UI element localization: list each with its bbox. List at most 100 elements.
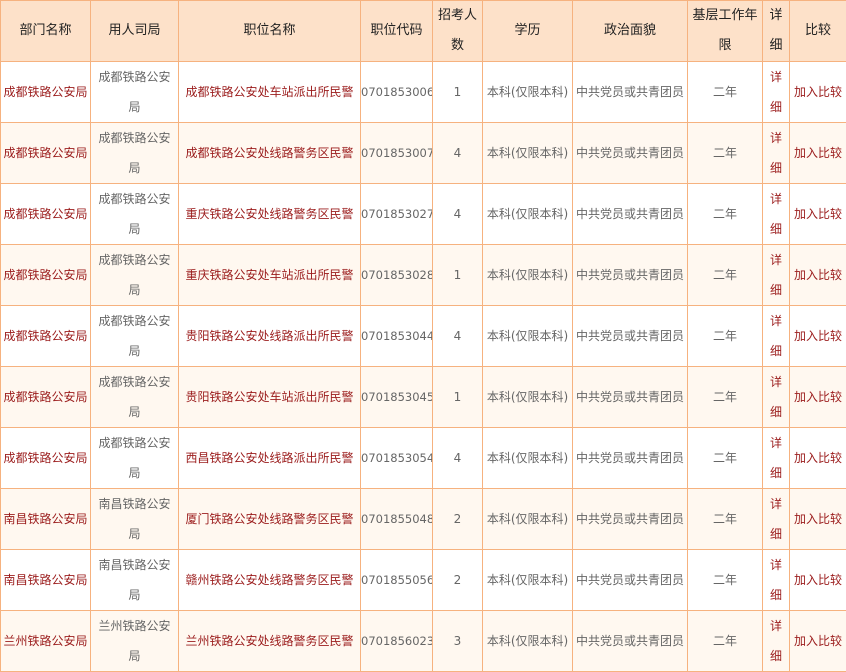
count-cell: 2	[433, 489, 483, 550]
years-cell: 二年	[688, 428, 763, 489]
education-cell: 本科(仅限本科)	[483, 489, 573, 550]
bureau-cell: 兰州铁路公安局	[91, 611, 179, 672]
count-cell: 1	[433, 245, 483, 306]
dept-cell[interactable]: 成都铁路公安局	[1, 123, 91, 184]
bureau-cell: 成都铁路公安局	[91, 428, 179, 489]
bureau-cell: 成都铁路公安局	[91, 62, 179, 123]
detail-link[interactable]: 详细	[770, 375, 782, 419]
political-cell: 中共党员或共青团员	[573, 184, 688, 245]
detail-link-cell: 详细	[763, 62, 790, 123]
detail-link-cell: 详细	[763, 245, 790, 306]
column-header: 部门名称	[1, 1, 91, 62]
political-cell: 中共党员或共青团员	[573, 611, 688, 672]
detail-link-cell: 详细	[763, 367, 790, 428]
code-cell: 0701853027	[361, 184, 433, 245]
code-cell: 0701856023	[361, 611, 433, 672]
detail-link-cell: 详细	[763, 184, 790, 245]
dept-cell[interactable]: 成都铁路公安局	[1, 62, 91, 123]
years-cell: 二年	[688, 62, 763, 123]
dept-cell[interactable]: 南昌铁路公安局	[1, 489, 91, 550]
dept-cell[interactable]: 南昌铁路公安局	[1, 550, 91, 611]
add-compare-link-cell: 加入比较	[790, 245, 846, 306]
years-cell: 二年	[688, 550, 763, 611]
detail-link[interactable]: 详细	[770, 314, 782, 358]
bureau-cell: 成都铁路公安局	[91, 306, 179, 367]
code-cell: 0701853006	[361, 62, 433, 123]
add-compare-link-cell: 加入比较	[790, 611, 846, 672]
add-compare-link[interactable]: 加入比较	[794, 146, 842, 160]
detail-link[interactable]: 详细	[770, 131, 782, 175]
years-cell: 二年	[688, 184, 763, 245]
detail-link[interactable]: 详细	[770, 192, 782, 236]
dept-cell[interactable]: 成都铁路公安局	[1, 428, 91, 489]
dept-cell[interactable]: 成都铁路公安局	[1, 367, 91, 428]
add-compare-link[interactable]: 加入比较	[794, 85, 842, 99]
add-compare-link[interactable]: 加入比较	[794, 634, 842, 648]
education-cell: 本科(仅限本科)	[483, 184, 573, 245]
detail-link-cell: 详细	[763, 611, 790, 672]
position-cell[interactable]: 西昌铁路公安处线路派出所民警	[179, 428, 361, 489]
add-compare-link-cell: 加入比较	[790, 428, 846, 489]
political-cell: 中共党员或共青团员	[573, 306, 688, 367]
add-compare-link-cell: 加入比较	[790, 123, 846, 184]
count-cell: 4	[433, 123, 483, 184]
count-cell: 1	[433, 367, 483, 428]
position-cell[interactable]: 成都铁路公安处车站派出所民警	[179, 62, 361, 123]
bureau-cell: 成都铁路公安局	[91, 184, 179, 245]
dept-cell[interactable]: 成都铁路公安局	[1, 306, 91, 367]
add-compare-link[interactable]: 加入比较	[794, 329, 842, 343]
position-cell[interactable]: 重庆铁路公安处车站派出所民警	[179, 245, 361, 306]
education-cell: 本科(仅限本科)	[483, 367, 573, 428]
add-compare-link[interactable]: 加入比较	[794, 451, 842, 465]
education-cell: 本科(仅限本科)	[483, 123, 573, 184]
detail-link[interactable]: 详细	[770, 70, 782, 114]
detail-link[interactable]: 详细	[770, 619, 782, 663]
dept-cell[interactable]: 成都铁路公安局	[1, 184, 91, 245]
add-compare-link[interactable]: 加入比较	[794, 268, 842, 282]
column-header: 职位名称	[179, 1, 361, 62]
position-cell[interactable]: 成都铁路公安处线路警务区民警	[179, 123, 361, 184]
position-cell[interactable]: 贵阳铁路公安处车站派出所民警	[179, 367, 361, 428]
detail-link[interactable]: 详细	[770, 497, 782, 541]
years-cell: 二年	[688, 367, 763, 428]
detail-link-cell: 详细	[763, 123, 790, 184]
position-cell[interactable]: 厦门铁路公安处线路警务区民警	[179, 489, 361, 550]
bureau-cell: 成都铁路公安局	[91, 123, 179, 184]
position-cell[interactable]: 贵阳铁路公安处线路派出所民警	[179, 306, 361, 367]
add-compare-link[interactable]: 加入比较	[794, 512, 842, 526]
detail-link[interactable]: 详细	[770, 558, 782, 602]
political-cell: 中共党员或共青团员	[573, 428, 688, 489]
add-compare-link-cell: 加入比较	[790, 367, 846, 428]
dept-cell[interactable]: 兰州铁路公安局	[1, 611, 91, 672]
years-cell: 二年	[688, 123, 763, 184]
add-compare-link-cell: 加入比较	[790, 184, 846, 245]
detail-link[interactable]: 详细	[770, 436, 782, 480]
position-cell[interactable]: 重庆铁路公安处线路警务区民警	[179, 184, 361, 245]
count-cell: 3	[433, 611, 483, 672]
position-cell[interactable]: 赣州铁路公安处线路警务区民警	[179, 550, 361, 611]
education-cell: 本科(仅限本科)	[483, 62, 573, 123]
detail-link-cell: 详细	[763, 489, 790, 550]
column-header: 详细	[763, 1, 790, 62]
add-compare-link[interactable]: 加入比较	[794, 573, 842, 587]
count-cell: 4	[433, 428, 483, 489]
political-cell: 中共党员或共青团员	[573, 62, 688, 123]
political-cell: 中共党员或共青团员	[573, 550, 688, 611]
years-cell: 二年	[688, 489, 763, 550]
detail-link-cell: 详细	[763, 550, 790, 611]
political-cell: 中共党员或共青团员	[573, 245, 688, 306]
column-header: 政治面貌	[573, 1, 688, 62]
education-cell: 本科(仅限本科)	[483, 245, 573, 306]
position-cell[interactable]: 兰州铁路公安处线路警务区民警	[179, 611, 361, 672]
add-compare-link[interactable]: 加入比较	[794, 207, 842, 221]
count-cell: 4	[433, 306, 483, 367]
dept-cell[interactable]: 成都铁路公安局	[1, 245, 91, 306]
add-compare-link[interactable]: 加入比较	[794, 390, 842, 404]
detail-link[interactable]: 详细	[770, 253, 782, 297]
